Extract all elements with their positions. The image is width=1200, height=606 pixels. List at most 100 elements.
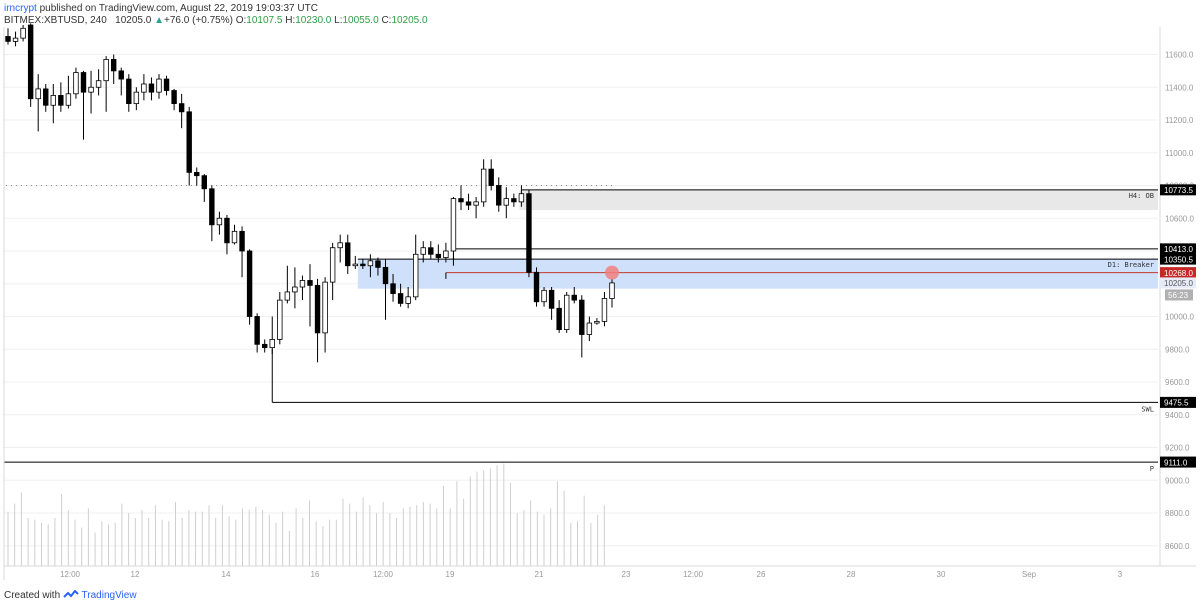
ob-top-text: H4: OB [1129, 192, 1154, 200]
price-tick-label: 11400.0 [1165, 83, 1194, 92]
publish-info: irncrypt published on TradingView.com, A… [4, 3, 318, 14]
candle-body [435, 253, 442, 258]
ohlc-line: BITMEX:XBTUSD, 240 10205.0 ▲+76.0 (+0.75… [4, 15, 428, 26]
candle-body [133, 91, 140, 105]
price-tick-label: 8600.0 [1165, 542, 1190, 551]
countdown-tag [1165, 289, 1193, 301]
low-value: 10055.0 [342, 15, 379, 26]
candle-body [269, 339, 275, 349]
price-tick-label: 9800.0 [1165, 345, 1190, 354]
breaker-top-text: D1: Breaker [1108, 261, 1154, 269]
swl-price-tag [1160, 396, 1196, 408]
candle-body [397, 293, 404, 304]
candle-body [156, 78, 162, 93]
price-tick-label: 11600.0 [1165, 51, 1194, 60]
candle-body [65, 93, 72, 106]
candle-body [88, 86, 94, 93]
candle-body [533, 271, 540, 303]
candle-body [548, 289, 555, 309]
candle-body [503, 198, 509, 206]
candle-body [246, 250, 253, 317]
red-line-price-label: 10268.0 [1164, 269, 1193, 278]
last-price-price-label: 10205.0 [1164, 279, 1193, 288]
red-line-price-tag [1160, 267, 1196, 279]
breaker-top-price-tag [1160, 253, 1196, 265]
price-tick-label: 9200.0 [1165, 444, 1190, 453]
price-chart[interactable]: H4: OB D1: Breaker SWL P 11600.0 11400.0 1120… [0, 0, 1200, 586]
swl-text: SWL [1141, 405, 1154, 413]
time-tick-label: 14 [222, 570, 231, 579]
candle-body [586, 322, 593, 335]
swl-price-label: 9475.5 [1164, 399, 1189, 408]
candle-body [480, 168, 487, 203]
candle-body [50, 95, 56, 106]
candle-body [141, 83, 147, 93]
price-tick-label: 8800.0 [1165, 509, 1190, 518]
change-value: +76.0 (+0.75%) [164, 15, 233, 26]
candle-body [601, 298, 608, 322]
candle-body [458, 198, 464, 203]
candle-body [329, 247, 336, 283]
candle-body [201, 175, 207, 190]
candle-body [571, 294, 577, 301]
candle-body [148, 83, 155, 93]
time-tick-label: 12:00 [373, 570, 394, 579]
candle-body [526, 193, 532, 273]
candle-body [216, 217, 223, 226]
up-arrow-icon: ▲ [154, 15, 164, 26]
candle-body [5, 36, 11, 42]
time-tick-label: 3 [1118, 570, 1123, 579]
candle-body [299, 280, 306, 288]
author-link[interactable]: irncrypt [4, 3, 37, 14]
time-tick-label: 12:00 [683, 570, 704, 579]
candle-body [292, 286, 298, 293]
zones [357, 189, 1159, 289]
price-tick-label: 10000.0 [1165, 313, 1194, 322]
candle-body [277, 299, 283, 340]
candle-body [488, 168, 494, 186]
tradingview-logo-icon [63, 590, 79, 599]
price-tick-label: 11000.0 [1165, 149, 1194, 158]
candle-body [420, 247, 426, 255]
candle-body [322, 281, 328, 334]
close-value: 10205.0 [391, 15, 428, 26]
candle-body [95, 80, 102, 88]
candle-body [171, 90, 177, 105]
time-tick-label: 26 [757, 570, 766, 579]
tradingview-brand[interactable]: TradingView [81, 590, 137, 601]
candle-body [126, 78, 132, 105]
ob-top-price-tag [1160, 184, 1196, 196]
candle-body [428, 247, 434, 255]
time-tick-label: 23 [622, 570, 631, 579]
countdown-label: 56:23 [1168, 291, 1189, 300]
candle-body [518, 193, 525, 203]
publish-text: published on TradingView.com, August 22,… [36, 3, 318, 14]
candle-body [314, 284, 321, 334]
candle-body [390, 283, 396, 294]
candle-body [541, 289, 547, 303]
price-tick-label: 9600.0 [1165, 378, 1190, 387]
candle-body [35, 88, 41, 100]
last-price-price-tag [1160, 277, 1196, 289]
candle-body [496, 185, 502, 206]
candle-body [284, 291, 291, 301]
candle-body [261, 343, 268, 349]
candle-body [412, 253, 419, 298]
candle-body [511, 198, 517, 203]
candle-body [465, 201, 472, 206]
price-tick-label: 11200.0 [1165, 116, 1194, 125]
created-with-text: Created with [4, 590, 61, 601]
high-label: H: [285, 15, 296, 26]
price-tick-label: 9000.0 [1165, 476, 1190, 485]
candle-body [178, 103, 185, 113]
candle-body [337, 242, 343, 249]
candle-body [579, 299, 585, 335]
time-tick-label: 19 [446, 570, 455, 579]
candle-body [382, 266, 389, 285]
time-tick-label: 21 [535, 570, 544, 579]
footer: Created with TradingView [0, 586, 1200, 606]
candle-body [73, 72, 79, 95]
candle-body [473, 201, 479, 206]
last-price-value: 10205.0 [115, 15, 152, 26]
time-tick-label: Sep [1022, 570, 1037, 579]
